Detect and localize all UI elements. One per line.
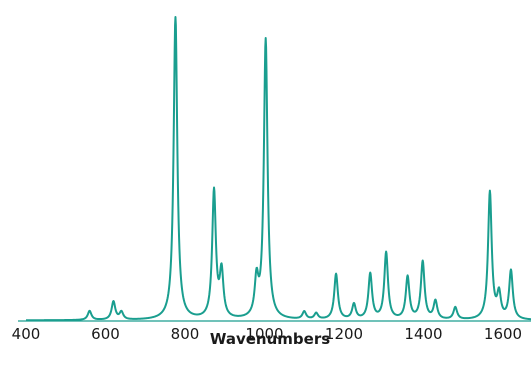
x-tick-label: 1400 bbox=[404, 325, 442, 343]
x-tick-label: 1600 bbox=[484, 325, 522, 343]
spectrum-line bbox=[25, 16, 531, 322]
x-tick-label: 400 bbox=[12, 325, 41, 343]
x-tick-label: 1000 bbox=[245, 325, 283, 343]
plot-area bbox=[25, 16, 531, 322]
x-tick-label: 600 bbox=[91, 325, 120, 343]
x-axis: 400 600 800 1000 1200 1400 1600 bbox=[12, 320, 531, 343]
x-tick-label: 1200 bbox=[325, 325, 363, 343]
x-axis-title: Wavenumbers bbox=[210, 330, 330, 348]
x-tick-label: 800 bbox=[171, 325, 200, 343]
